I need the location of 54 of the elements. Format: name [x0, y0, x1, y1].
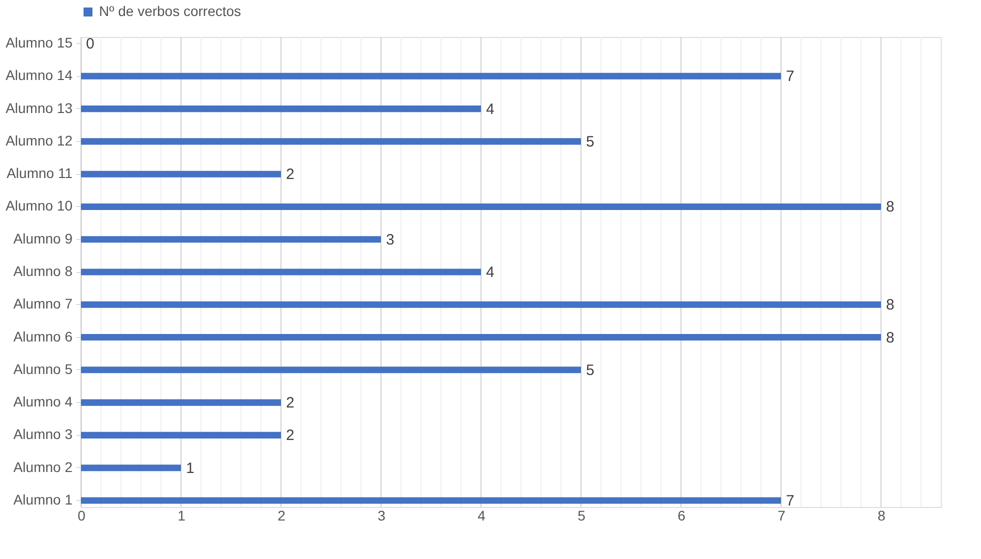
data-label: 1	[186, 460, 194, 477]
x-tick-label: 0	[78, 508, 86, 524]
bar	[81, 203, 881, 210]
bar	[81, 236, 381, 243]
y-tick-label: Alumno 7	[13, 296, 73, 312]
data-label: 4	[486, 264, 494, 281]
data-label: 5	[586, 362, 594, 379]
legend-label: Nº de verbos correctos	[99, 3, 242, 19]
data-label: 7	[786, 68, 794, 86]
y-tick-label: Alumno 5	[13, 360, 73, 377]
y-tick-label: Alumno 9	[13, 230, 73, 246]
y-tick-label: Alumno 13	[6, 100, 73, 116]
data-label: 8	[886, 296, 894, 314]
x-tick-label: 2	[278, 508, 286, 524]
x-tick-label: 7	[778, 508, 786, 524]
bar	[81, 268, 481, 276]
x-tick-label: 5	[578, 508, 586, 524]
bar	[81, 432, 281, 438]
bar	[81, 464, 181, 472]
y-tick-label: Alumno 2	[13, 458, 73, 475]
data-label: 0	[86, 36, 94, 53]
bar	[81, 366, 581, 374]
data-label: 3	[386, 231, 394, 248]
bar	[81, 106, 481, 112]
data-label: 8	[886, 198, 894, 216]
x-tick-label: 8	[878, 508, 886, 524]
bar	[81, 72, 781, 80]
bar	[81, 170, 281, 178]
data-label: 7	[786, 492, 794, 510]
bar	[81, 301, 881, 308]
y-tick-label: Alumno 12	[6, 132, 73, 148]
x-tick-label: 6	[678, 508, 686, 524]
bar	[81, 334, 881, 341]
data-label: 2	[286, 166, 294, 184]
y-tick-label: Alumno 3	[13, 426, 73, 442]
data-label: 8	[886, 329, 894, 346]
data-label: 2	[286, 427, 294, 444]
y-tick-label: Alumno 1	[13, 491, 73, 508]
y-tick-label: Alumno 15	[6, 34, 73, 51]
y-tick-label: Alumno 10	[6, 198, 73, 214]
y-tick-label: Alumno 8	[13, 263, 73, 279]
y-tick-label: Alumno 11	[6, 165, 73, 182]
data-label: 2	[286, 394, 294, 412]
x-tick-label: 1	[178, 508, 186, 524]
y-tick-label: Alumno 6	[13, 328, 73, 344]
bar	[81, 399, 281, 406]
x-tick-label: 3	[378, 508, 386, 524]
y-tick-label: Alumno 4	[13, 394, 73, 410]
x-tick-label: 4	[478, 508, 486, 524]
data-label: 5	[586, 133, 594, 150]
bar	[81, 497, 781, 504]
y-tick-label: Alumno 14	[6, 67, 73, 84]
bar	[81, 138, 581, 145]
data-label: 4	[486, 100, 494, 118]
